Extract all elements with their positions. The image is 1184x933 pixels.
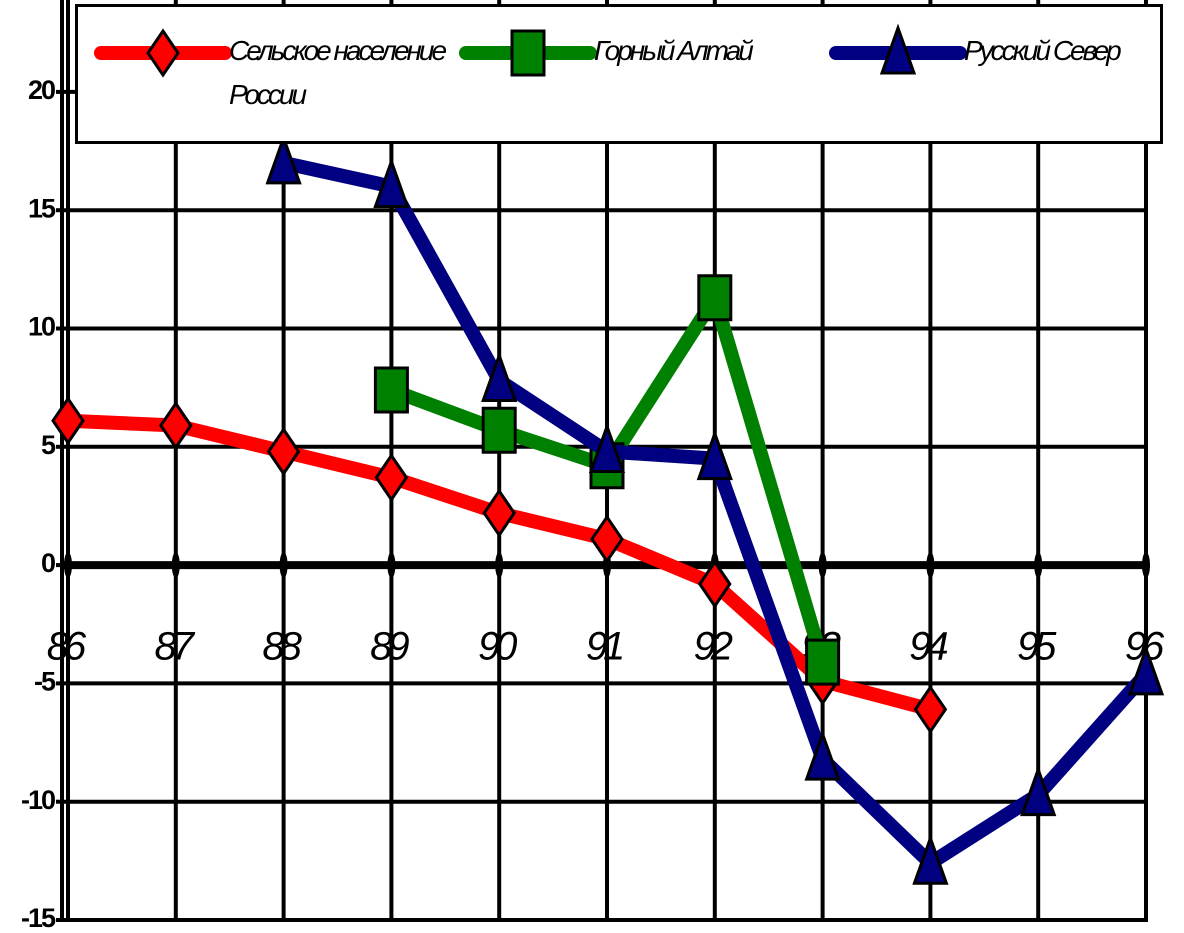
x-tick xyxy=(818,552,827,579)
marker xyxy=(913,684,948,735)
marker xyxy=(588,422,626,474)
marker xyxy=(590,514,624,564)
y-tick-label: -15 xyxy=(21,903,56,933)
legend-label: Сельское население России xyxy=(229,35,447,110)
legend: Сельское население России Горный Алтай Рус… xyxy=(75,4,1163,144)
x-tick xyxy=(926,552,935,579)
y-tick-label: -10 xyxy=(21,785,55,815)
marker xyxy=(804,729,841,781)
y-tick-label: 20 xyxy=(28,75,55,105)
marker xyxy=(879,23,917,75)
x-tick xyxy=(171,552,180,579)
legend-swatch xyxy=(459,29,597,77)
x-tick-label: 95 xyxy=(1017,625,1057,669)
x-tick-label: 87 xyxy=(155,625,196,669)
marker xyxy=(374,452,409,503)
marker xyxy=(146,28,180,78)
marker xyxy=(481,406,517,454)
marker xyxy=(51,396,85,446)
marker xyxy=(697,559,732,609)
marker xyxy=(266,426,301,477)
x-tick xyxy=(279,552,288,579)
marker xyxy=(805,638,841,686)
legend-swatch xyxy=(829,23,967,75)
marker xyxy=(1020,765,1057,817)
x-tick-label: 91 xyxy=(586,625,622,669)
x-tick-label: 86 xyxy=(47,625,87,669)
y-tick-label: 5 xyxy=(41,430,56,460)
y-tick-label: -5 xyxy=(34,667,56,697)
x-tick xyxy=(495,552,504,579)
x-tick-label: 92 xyxy=(694,625,733,669)
marker xyxy=(510,29,546,77)
marker xyxy=(482,488,517,538)
marker xyxy=(158,400,193,451)
y-tick-label: 10 xyxy=(28,312,55,342)
x-tick-label: 90 xyxy=(478,625,517,669)
legend-label: Горный Алтай xyxy=(594,35,754,66)
x-tick-label: 88 xyxy=(262,625,302,669)
x-tick xyxy=(1034,552,1043,579)
marker xyxy=(1127,644,1165,696)
x-tick-label: 94 xyxy=(909,625,947,669)
legend-label: Русский Север xyxy=(964,35,1122,66)
x-tick-label: 89 xyxy=(370,625,409,669)
marker xyxy=(373,157,410,209)
marker xyxy=(373,366,409,414)
marker xyxy=(696,429,733,481)
x-tick xyxy=(387,552,396,579)
marker xyxy=(265,133,302,185)
marker xyxy=(481,351,518,403)
marker xyxy=(912,833,949,885)
marker xyxy=(697,274,733,322)
legend-swatch xyxy=(94,28,232,78)
y-tick-label: 0 xyxy=(41,548,55,578)
y-tick-label: 15 xyxy=(28,193,56,223)
x-tick xyxy=(64,552,72,579)
x-tick xyxy=(1142,552,1150,579)
